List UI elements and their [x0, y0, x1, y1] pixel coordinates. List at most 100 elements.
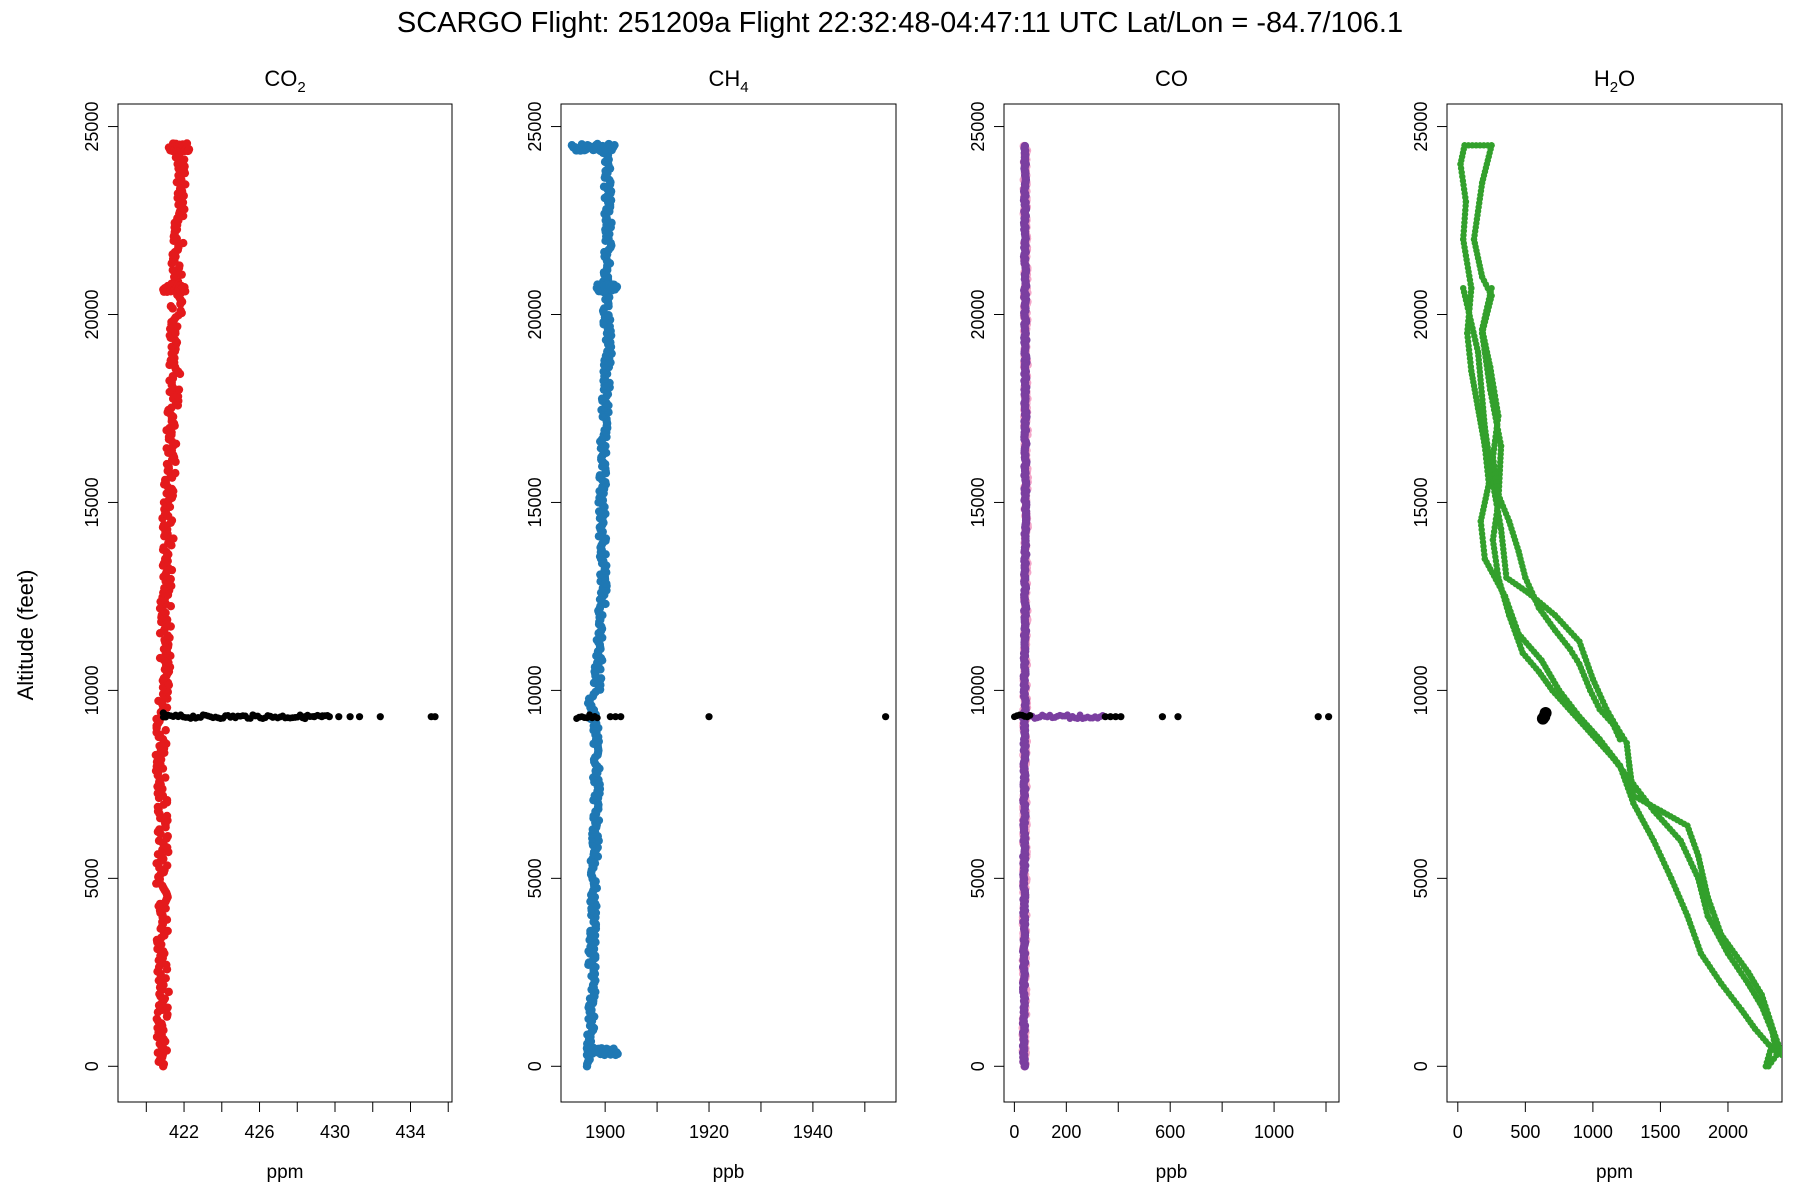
data-point	[1106, 713, 1115, 721]
data-point	[162, 444, 171, 453]
y-tick-label: 15000	[1411, 477, 1431, 527]
data-point	[154, 696, 163, 706]
data-point	[180, 287, 190, 296]
data-point	[162, 811, 172, 821]
data-point	[882, 713, 890, 721]
plot-frame	[117, 103, 453, 1103]
data-point	[705, 713, 713, 721]
x-axis-title: ppm	[1596, 1162, 1633, 1183]
data-point	[301, 713, 309, 721]
data-point	[1314, 713, 1322, 721]
data-point	[163, 1003, 172, 1012]
data-point	[610, 140, 619, 150]
y-tick-label: 20000	[968, 289, 988, 339]
y-tick-label: 0	[525, 1061, 545, 1071]
figure-y-axis-label: Altitude (feet)	[13, 570, 38, 701]
y-tick-label: 25000	[82, 102, 102, 152]
y-tick-label: 15000	[968, 477, 988, 527]
y-tick-label: 10000	[968, 665, 988, 715]
y-tick-label: 5000	[82, 858, 102, 898]
x-tick-label: 430	[320, 1122, 350, 1142]
x-tick-label: 1940	[793, 1122, 833, 1142]
data-point	[160, 475, 170, 485]
data-point	[159, 520, 169, 530]
plot-area	[151, 139, 439, 1071]
plot-frame	[560, 103, 897, 1103]
x-tick-label: 1000	[1573, 1122, 1613, 1142]
data-point	[163, 926, 172, 936]
y-tick-label: 0	[1411, 1061, 1431, 1071]
y-tick-label: 5000	[525, 858, 545, 898]
data-point	[161, 726, 170, 735]
data-point	[155, 653, 165, 663]
x-tick-label: 434	[395, 1122, 425, 1142]
y-tick-label: 25000	[968, 102, 988, 152]
y-tick-label: 5000	[968, 858, 988, 898]
data-point	[176, 306, 185, 315]
series-2	[1460, 284, 1782, 1059]
data-point	[593, 714, 601, 722]
panel-title-subscript: 4	[740, 79, 748, 96]
data-point	[163, 832, 172, 841]
series-4	[1010, 711, 1333, 721]
y-tick-label: 25000	[1411, 102, 1431, 152]
data-point	[152, 1014, 161, 1024]
data-point	[612, 282, 622, 291]
panel-title-tail: O	[1618, 66, 1635, 91]
data-point	[1026, 711, 1034, 719]
data-point	[1325, 713, 1333, 721]
data-point	[1765, 1063, 1772, 1070]
x-tick-label: 1000	[1254, 1122, 1294, 1142]
panel-title-base: CO	[1155, 66, 1188, 91]
panel-title: H2O	[1594, 66, 1635, 96]
plot-frame	[1446, 103, 1783, 1103]
panel-title-base: H	[1594, 66, 1610, 91]
series-1	[567, 139, 622, 1071]
panel-1: CO2 0 5000 10000 15000 20000 25000 422 426 430 434…	[82, 66, 453, 1183]
data-point	[163, 861, 172, 870]
data-point	[154, 836, 164, 845]
panel-title: CO	[1155, 66, 1188, 91]
x-tick-label: 422	[169, 1122, 199, 1142]
figure-title: SCARGO Flight: 251209a Flight 22:32:48-0…	[397, 7, 1403, 39]
x-axis-title: ppb	[713, 1162, 745, 1183]
panel-title-base: CH	[708, 66, 740, 91]
data-point	[376, 713, 384, 721]
data-point	[1536, 712, 1549, 725]
data-point	[335, 713, 343, 721]
data-point	[161, 904, 170, 913]
panel-2: CH4 0 5000 10000 15000 20000 25000 1900 1920 1940…	[525, 66, 897, 1183]
data-point	[431, 713, 439, 721]
data-point	[355, 713, 364, 721]
data-point	[606, 713, 614, 721]
data-point	[161, 773, 170, 782]
panel-4: H2O 0 5000 10000 15000 20000 25000 0 500 1000 1500…	[1411, 66, 1783, 1183]
x-tick-label: 1500	[1640, 1122, 1680, 1142]
data-point	[591, 962, 600, 972]
data-point	[617, 713, 625, 721]
data-point	[161, 711, 169, 719]
series-2	[159, 709, 439, 723]
data-point	[184, 145, 194, 154]
data-point	[325, 713, 333, 721]
y-tick-label: 0	[82, 1061, 102, 1071]
x-tick-label: 500	[1510, 1122, 1540, 1142]
data-point	[346, 713, 354, 721]
y-tick-label: 15000	[82, 477, 102, 527]
data-point	[310, 713, 318, 721]
data-point	[163, 1010, 172, 1019]
x-tick-label: 200	[1051, 1122, 1081, 1142]
series-1	[151, 139, 194, 1071]
panel-title-base: CO	[264, 66, 297, 91]
panel-3: CO 0 5000 10000 15000 20000 25000 0 200 600 1000 pp…	[968, 66, 1340, 1183]
y-tick-label: 10000	[1411, 665, 1431, 715]
series-2	[573, 711, 890, 722]
data-point	[153, 1048, 163, 1057]
x-tick-label: 426	[245, 1122, 275, 1142]
x-axis-title: ppb	[1156, 1162, 1188, 1183]
data-point	[179, 238, 188, 248]
series-2	[1018, 141, 1031, 1071]
data-point	[1112, 713, 1120, 721]
